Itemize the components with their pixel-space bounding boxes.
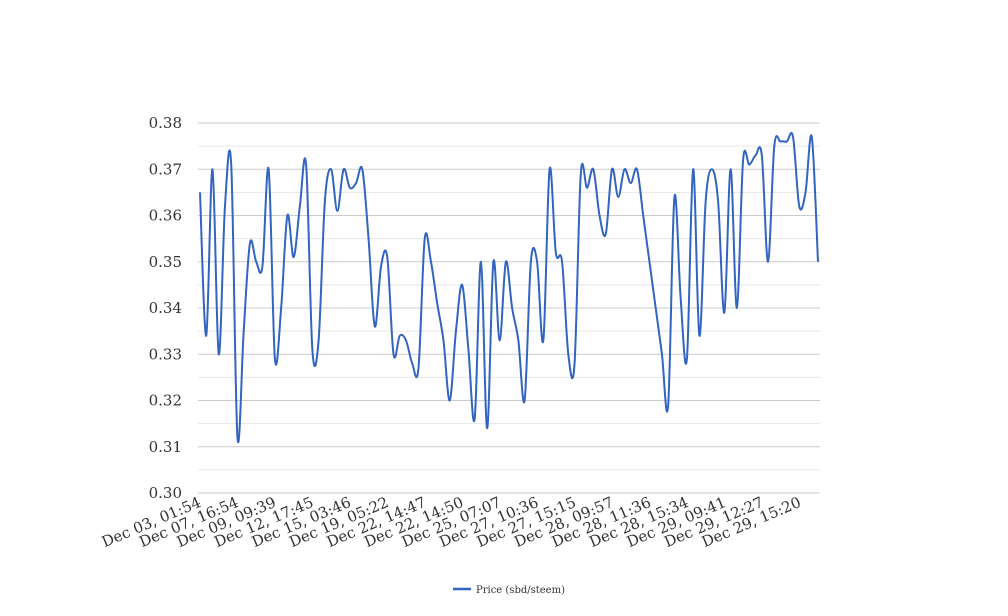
series-line-price <box>199 131 819 443</box>
y-tick-label: 0.32 <box>149 392 182 410</box>
y-tick-label: 0.30 <box>149 484 182 502</box>
y-tick-label: 0.37 <box>149 160 182 178</box>
y-tick-label: 0.36 <box>149 207 182 225</box>
legend: Price (sbd/steem) <box>453 585 565 596</box>
y-tick-label: 0.34 <box>149 299 182 317</box>
y-tick-label: 0.35 <box>149 253 182 271</box>
y-tick-label: 0.31 <box>149 438 182 456</box>
y-tick-label: 0.33 <box>149 345 182 363</box>
y-tick-label: 0.38 <box>149 114 182 132</box>
legend-label: Price (sbd/steem) <box>476 585 565 596</box>
series-group <box>199 131 819 443</box>
y-axis: 0.30 0.31 0.32 0.33 0.34 0.35 0.36 0.37 0.38 <box>149 114 182 502</box>
grid-lines <box>198 122 820 494</box>
